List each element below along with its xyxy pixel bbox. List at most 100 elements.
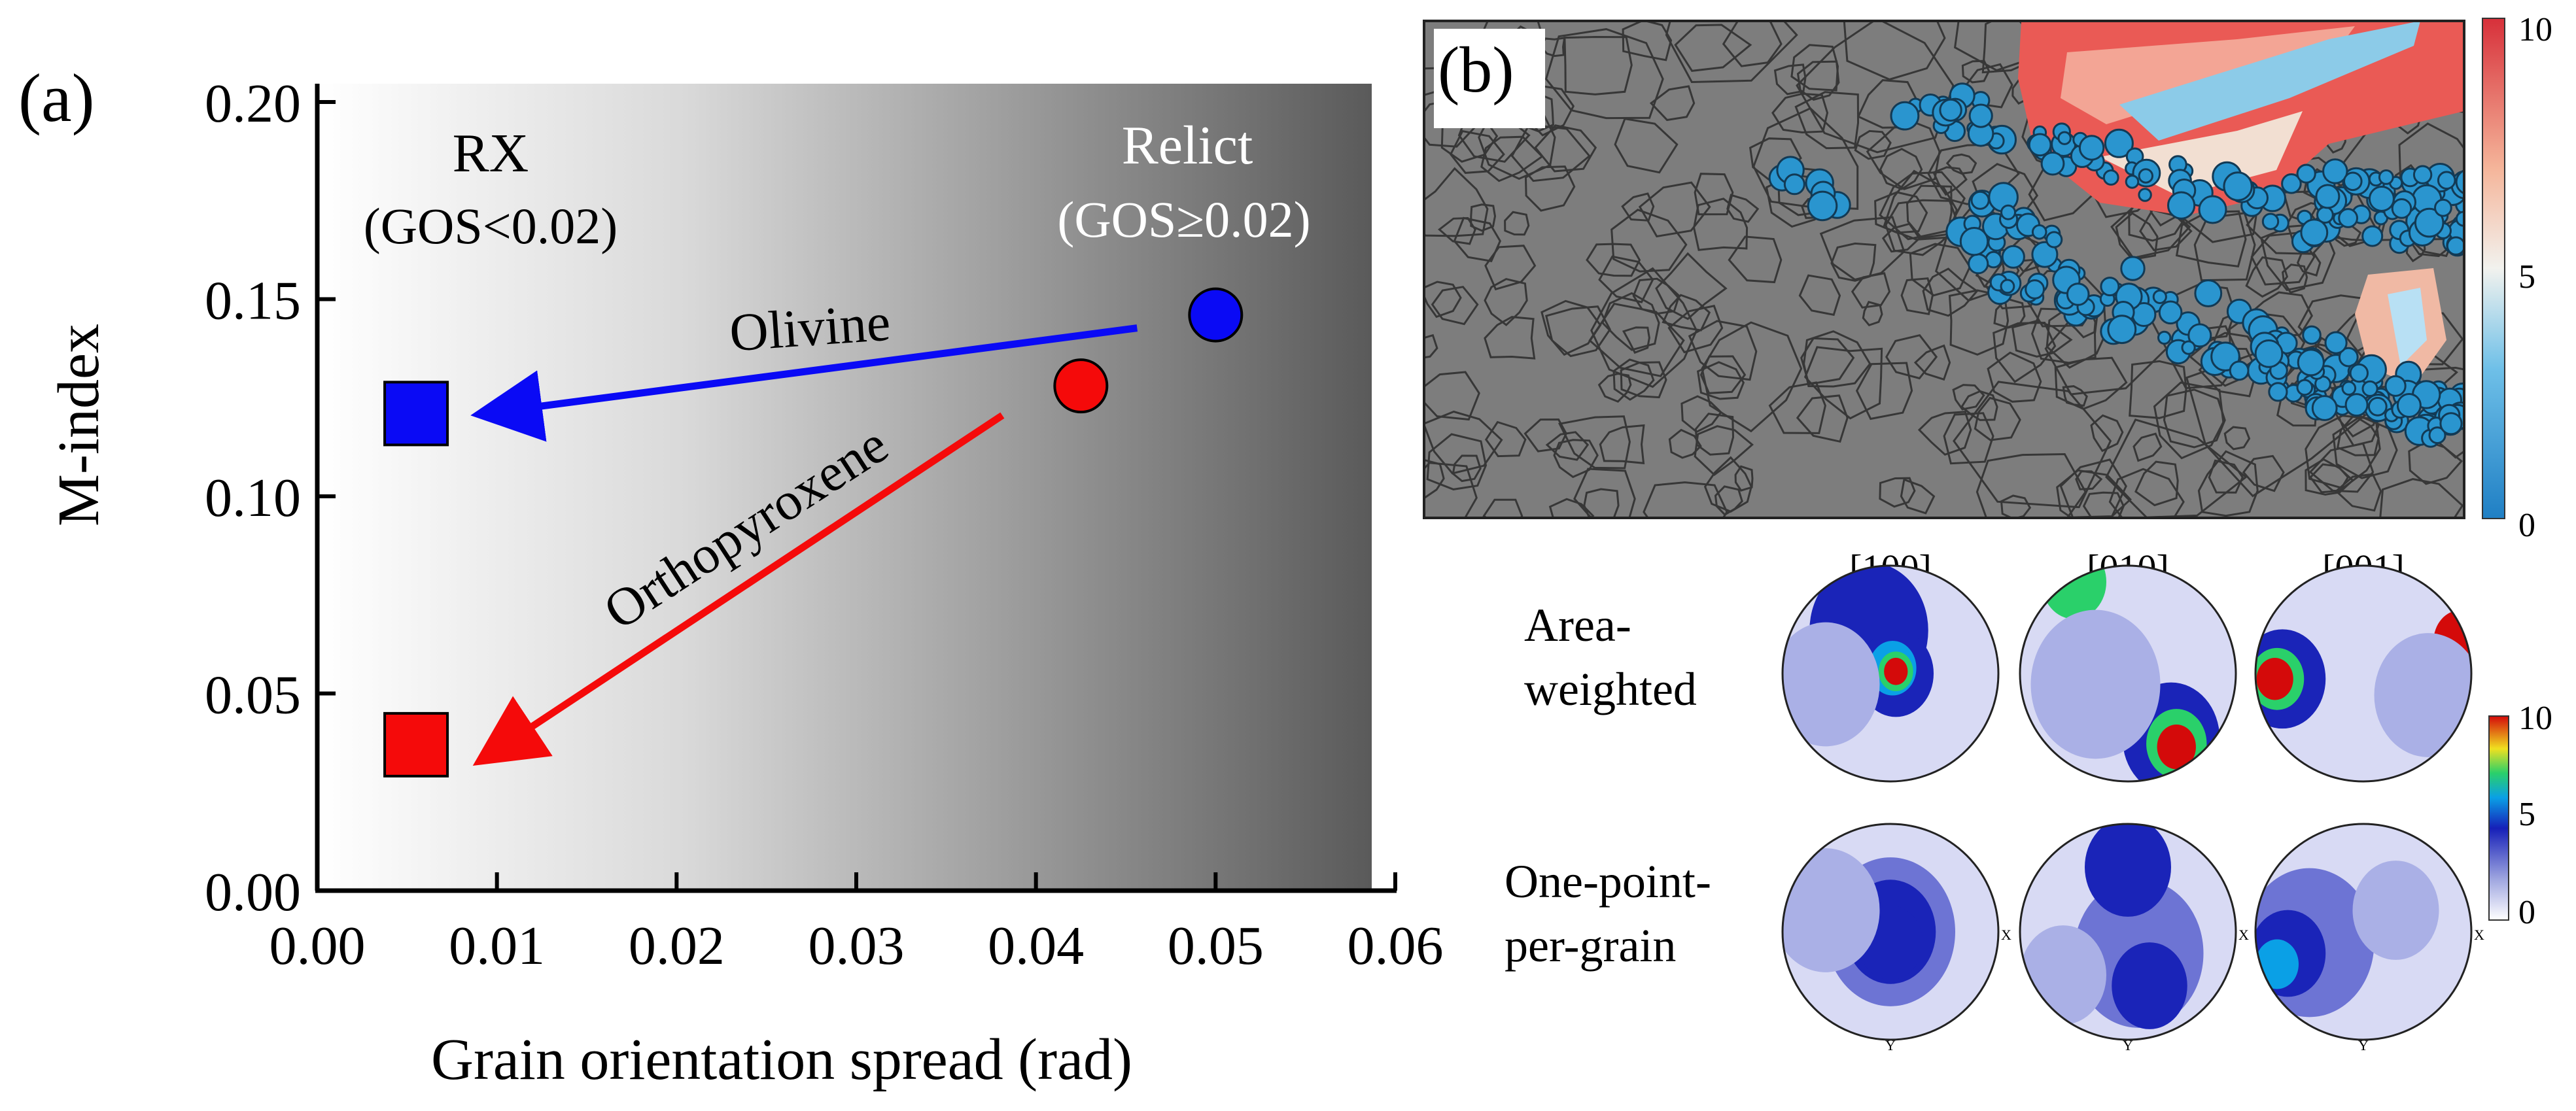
rx-point-orthopyroxene xyxy=(383,711,449,778)
grain-boundary xyxy=(1882,169,1958,241)
rx-grain xyxy=(2414,207,2445,238)
x-axis-label: Grain orientation spread (rad) xyxy=(431,1027,1132,1092)
ebsd-misorientation-map xyxy=(1423,20,2465,519)
rx-grain xyxy=(2254,339,2284,368)
rx-grain xyxy=(2194,279,2223,307)
pole-figure-r2-c2: XY xyxy=(2019,823,2249,1053)
pole-figure-r1-c3 xyxy=(2254,564,2473,783)
grain-boundary xyxy=(1424,371,1480,421)
data-markers xyxy=(383,287,1244,778)
grain-boundary xyxy=(1662,294,1711,332)
grain-boundary xyxy=(2208,459,2244,494)
y-ticks: 0.00 0.05 0.10 0.15 0.20 xyxy=(205,73,336,923)
grain-boundary xyxy=(2408,440,2463,485)
rx-grain xyxy=(2396,393,2422,418)
grain-boundary xyxy=(1667,305,1724,354)
grain-boundary xyxy=(1649,85,1696,122)
grain-boundary xyxy=(1855,362,1913,420)
rx-grain xyxy=(2138,188,2152,202)
grain-boundary xyxy=(2134,460,2179,507)
grain-boundary xyxy=(1612,358,1655,401)
density-contour xyxy=(2085,824,2171,917)
pole-figure-r1-c1 xyxy=(1781,564,2000,783)
rx-grain xyxy=(2223,171,2253,201)
pf-row2-label-b: per-grain xyxy=(1505,919,1676,972)
pf-colorbar-max: 10 xyxy=(2518,700,2552,737)
panel-a-label: (a) xyxy=(18,60,95,136)
pf-row2-label-a: One-point- xyxy=(1505,855,1711,908)
rx-grain xyxy=(2152,289,2167,304)
grain-boundary xyxy=(1545,431,1590,461)
grain-boundary xyxy=(1694,173,1734,216)
rx-grain xyxy=(2000,279,2015,294)
grain-boundary xyxy=(1680,395,1722,434)
rx-grain xyxy=(2324,331,2348,354)
grain-boundary xyxy=(1726,194,1760,223)
grain-boundary xyxy=(2153,381,2225,460)
x-tick-label: 0.03 xyxy=(809,915,905,976)
grain-boundary xyxy=(1734,465,1754,492)
x-tick-label: 0.04 xyxy=(988,915,1084,976)
pf-row1-label-a: Area- xyxy=(1524,599,1631,651)
grain-boundary xyxy=(1773,63,1807,95)
rx-grain xyxy=(2296,379,2314,396)
rx-grain xyxy=(2361,225,2384,247)
rx-grain xyxy=(2338,208,2359,228)
grain-boundary xyxy=(2129,360,2187,419)
rx-grain xyxy=(2391,198,2412,219)
rx-grain xyxy=(1970,190,1990,210)
rx-grain xyxy=(2261,213,2280,230)
grain-boundary xyxy=(1545,305,1611,358)
grain-boundary xyxy=(1638,181,1711,238)
x-ticks: 0.00 0.01 0.02 0.03 0.04 0.05 0.06 xyxy=(270,872,1444,976)
grain-boundary xyxy=(1803,346,1883,420)
rx-grain xyxy=(2439,412,2463,436)
pf-colorbar-mid: 5 xyxy=(2518,796,2535,833)
grain-boundary xyxy=(1900,277,1934,316)
grain-boundary xyxy=(1523,418,1567,453)
y-tick-label: 0.20 xyxy=(205,73,301,134)
grain-boundary xyxy=(2056,469,2132,518)
grain-boundary xyxy=(2332,415,2398,479)
rx-grain xyxy=(2001,245,2025,269)
rx-grain xyxy=(2344,393,2369,417)
grain-boundary xyxy=(2242,454,2285,492)
rx-grain xyxy=(2028,133,2052,157)
grain-boundary xyxy=(1668,428,1702,459)
rx-grain xyxy=(2125,175,2140,189)
grain-boundary xyxy=(1621,192,1655,222)
grain-boundary xyxy=(1622,326,1650,354)
rx-grain xyxy=(2025,279,2045,299)
pf-axis-y: Y xyxy=(2123,1037,2133,1053)
grain-boundary xyxy=(1943,412,1994,465)
rx-grain xyxy=(2187,323,2212,348)
density-contour xyxy=(2374,633,2471,757)
density-contour xyxy=(2352,861,2439,960)
grain-boundary xyxy=(2197,450,2259,517)
grain-boundary xyxy=(1771,92,1829,134)
density-contour xyxy=(1783,848,1880,972)
grain-boundary xyxy=(1879,148,1923,190)
grain-boundary xyxy=(1484,278,1528,326)
map-colorbar-min: 0 xyxy=(2518,507,2535,544)
grain-boundary xyxy=(1424,333,1438,359)
grain-boundary xyxy=(1906,184,1953,239)
grain-boundary xyxy=(1961,60,1991,84)
rx-grain xyxy=(2434,198,2452,217)
grain-boundary xyxy=(1452,454,1482,483)
pf-axis-y: Y xyxy=(1885,1037,1896,1053)
rx-grain xyxy=(2311,395,2338,421)
grain-boundary xyxy=(1879,171,1966,241)
density-contour xyxy=(2030,609,2161,759)
x-tick-label: 0.01 xyxy=(449,915,545,976)
grain-boundary xyxy=(1599,424,1645,464)
grain-boundary xyxy=(2335,473,2382,512)
grain-boundary xyxy=(1544,28,1664,120)
density-contour xyxy=(2112,942,2187,1029)
arrow-orthopyroxene xyxy=(472,412,1005,766)
grain-boundary xyxy=(1424,167,1489,237)
rx-grain xyxy=(2281,173,2302,194)
grain-boundary xyxy=(1987,351,2042,403)
grain-boundary xyxy=(1563,35,1633,95)
grain-boundary xyxy=(1699,355,1747,394)
